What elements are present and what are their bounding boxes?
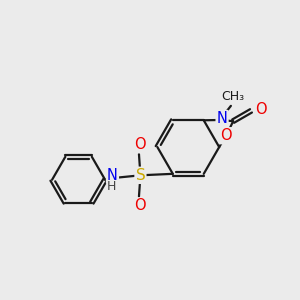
Text: H: H [106, 180, 116, 193]
Text: O: O [220, 128, 232, 143]
Text: O: O [256, 102, 267, 117]
Text: N: N [217, 111, 227, 126]
Text: S: S [136, 168, 145, 183]
Text: N: N [107, 168, 118, 183]
Text: O: O [135, 198, 146, 213]
Text: O: O [135, 137, 146, 152]
Text: CH₃: CH₃ [222, 90, 245, 103]
